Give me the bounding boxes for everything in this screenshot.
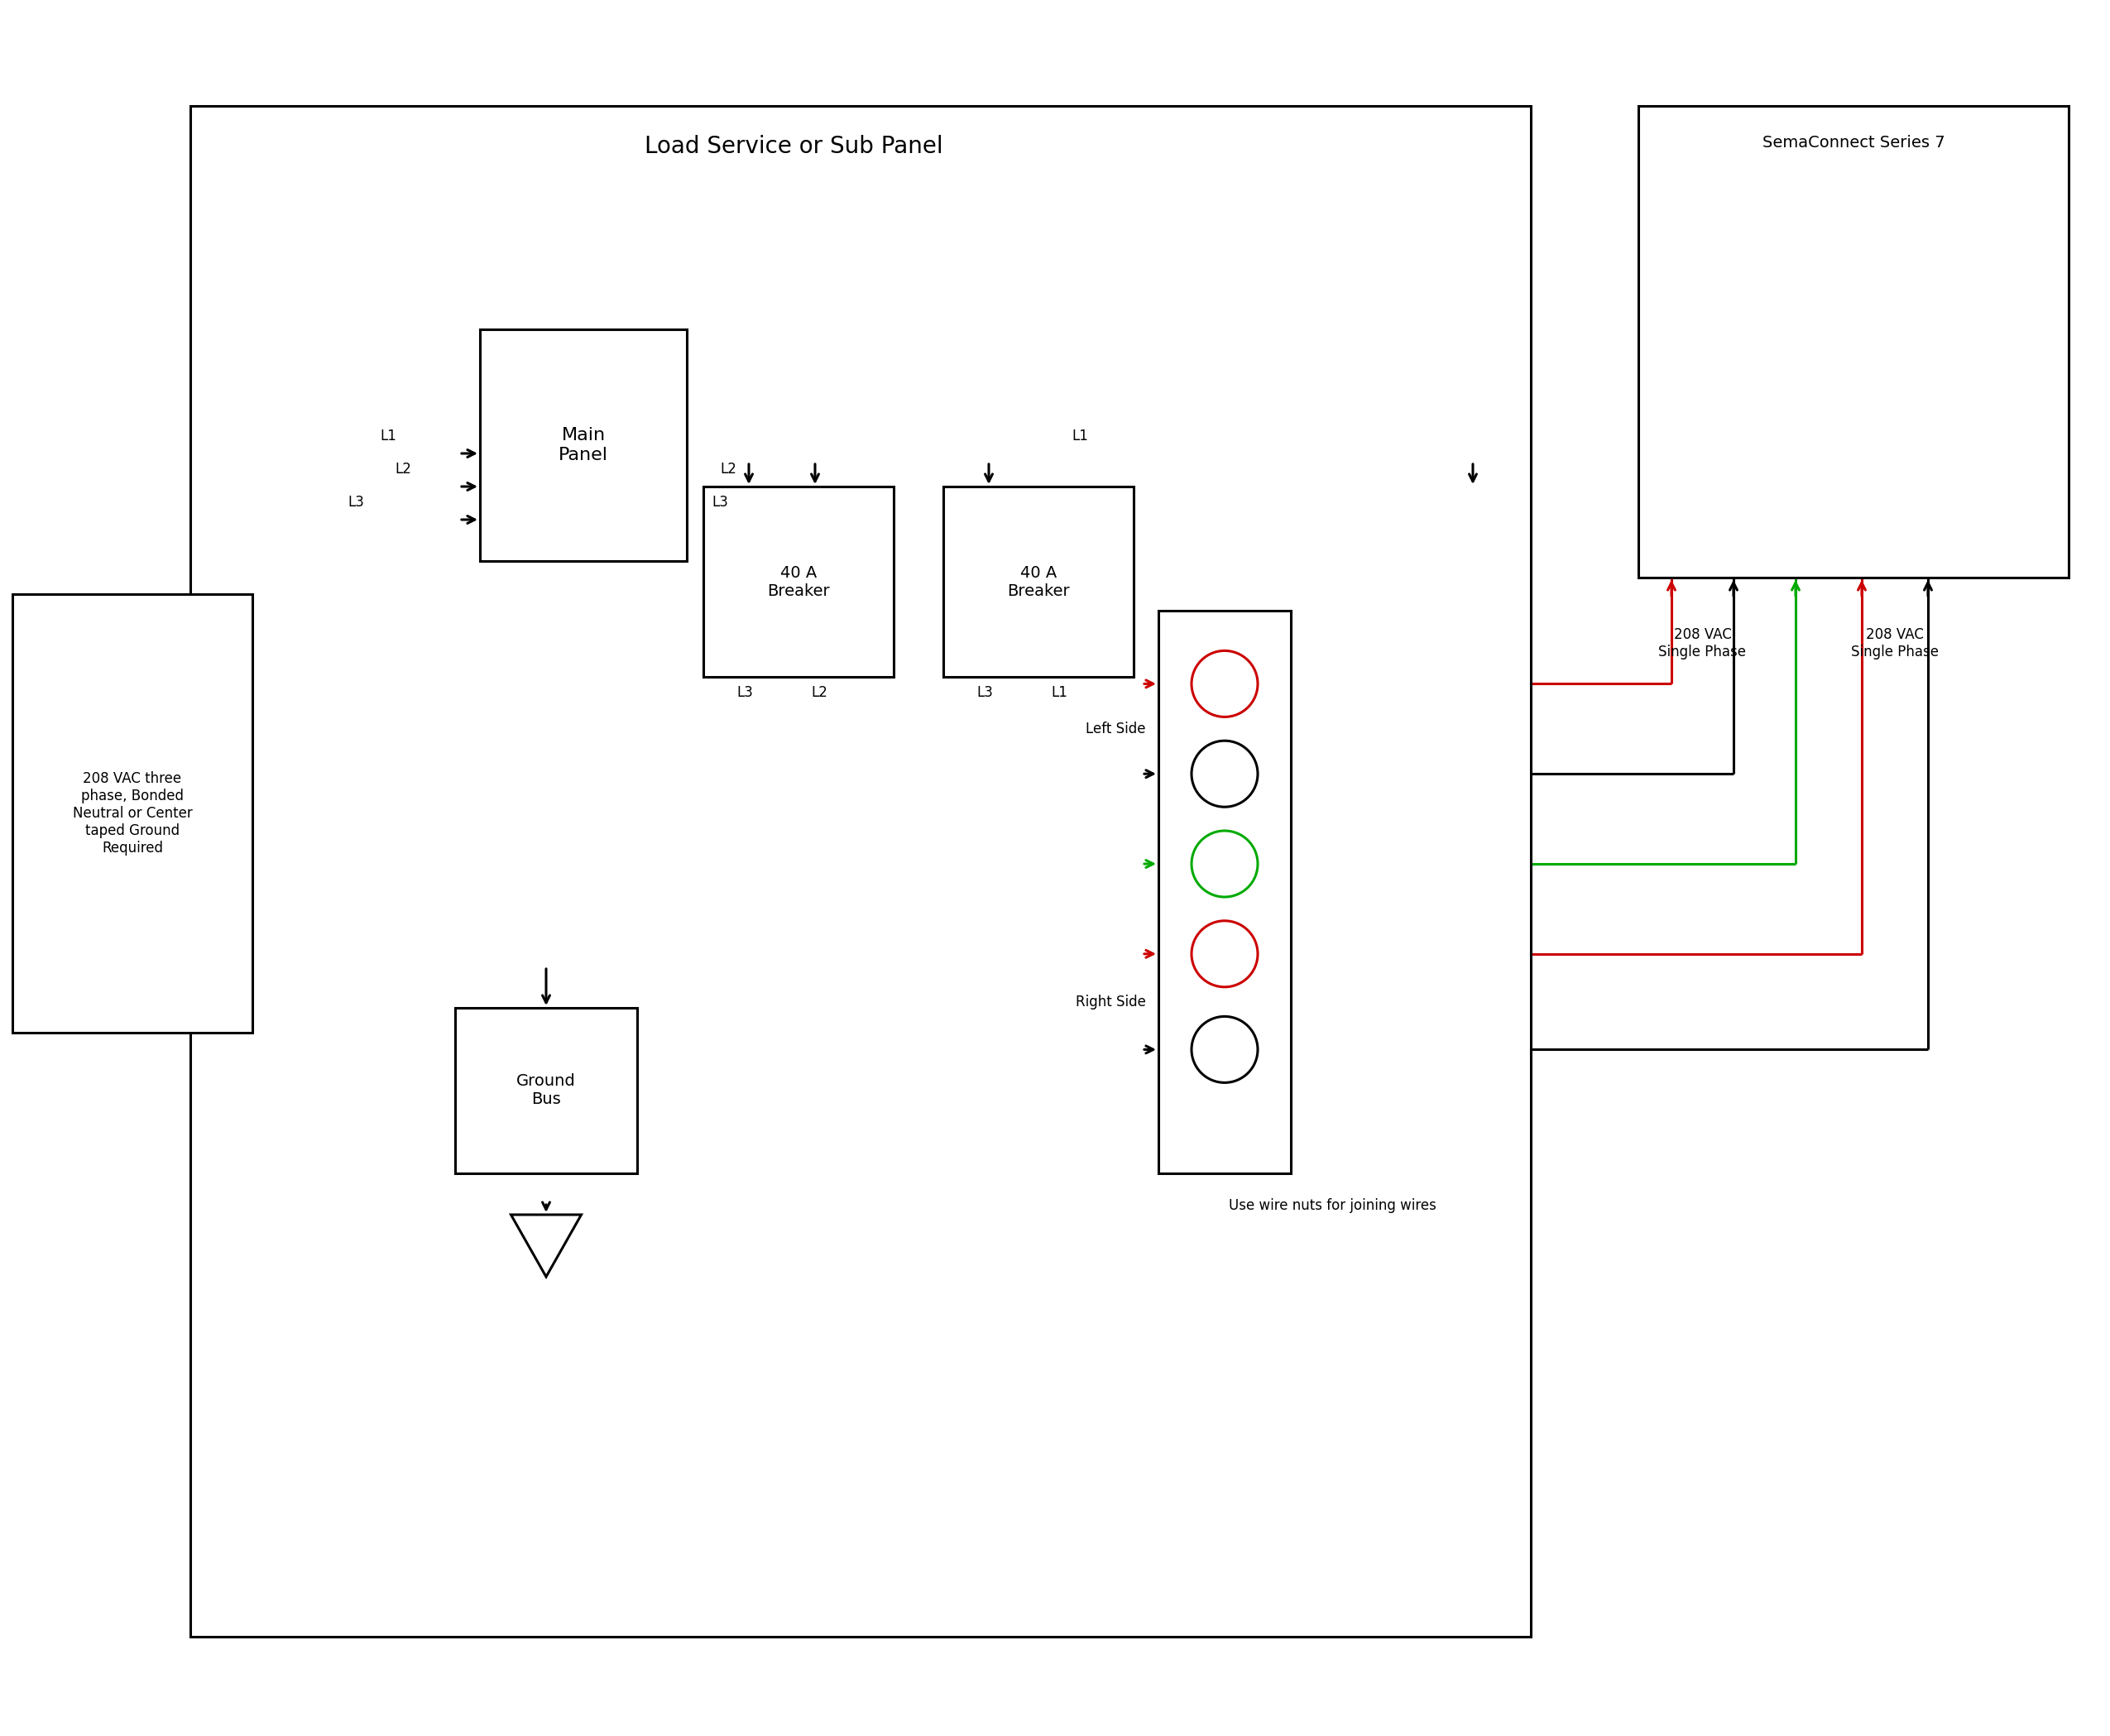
Text: L1: L1	[380, 429, 397, 443]
Bar	[943, 486, 1133, 677]
Text: L2: L2	[810, 686, 827, 700]
Text: Load Service or Sub Panel: Load Service or Sub Panel	[644, 135, 943, 158]
Circle shape	[1192, 741, 1258, 807]
Circle shape	[1192, 920, 1258, 988]
Text: Use wire nuts for joining wires: Use wire nuts for joining wires	[1228, 1198, 1437, 1213]
Text: Right Side: Right Side	[1076, 995, 1146, 1009]
Text: 208 VAC
Single Phase: 208 VAC Single Phase	[1658, 627, 1747, 660]
Bar	[456, 1009, 637, 1174]
Text: L3: L3	[977, 686, 994, 700]
Circle shape	[1192, 832, 1258, 898]
Text: Ground
Bus: Ground Bus	[517, 1073, 576, 1108]
Bar	[1637, 106, 2068, 578]
Text: Main
Panel: Main Panel	[559, 427, 608, 464]
Circle shape	[1192, 1017, 1258, 1083]
Text: 208 VAC
Single Phase: 208 VAC Single Phase	[1850, 627, 1939, 660]
Circle shape	[1192, 651, 1258, 717]
Text: L1: L1	[1072, 429, 1089, 443]
Text: L3: L3	[736, 686, 753, 700]
Text: 40 A
Breaker: 40 A Breaker	[768, 564, 829, 599]
Bar	[190, 106, 1530, 1637]
Text: 40 A
Breaker: 40 A Breaker	[1006, 564, 1070, 599]
Bar	[13, 594, 253, 1033]
Text: L2: L2	[395, 462, 411, 477]
Text: L3: L3	[711, 495, 728, 510]
Text: SemaConnect Series 7: SemaConnect Series 7	[1762, 135, 1945, 151]
Text: L3: L3	[348, 495, 363, 510]
Bar	[479, 330, 686, 561]
Bar	[1158, 611, 1291, 1174]
Text: L2: L2	[720, 462, 736, 477]
Bar	[703, 486, 895, 677]
Text: L1: L1	[1051, 686, 1068, 700]
Text: 208 VAC three
phase, Bonded
Neutral or Center
taped Ground
Required: 208 VAC three phase, Bonded Neutral or C…	[72, 771, 192, 856]
Text: Left Side: Left Side	[1087, 722, 1146, 736]
